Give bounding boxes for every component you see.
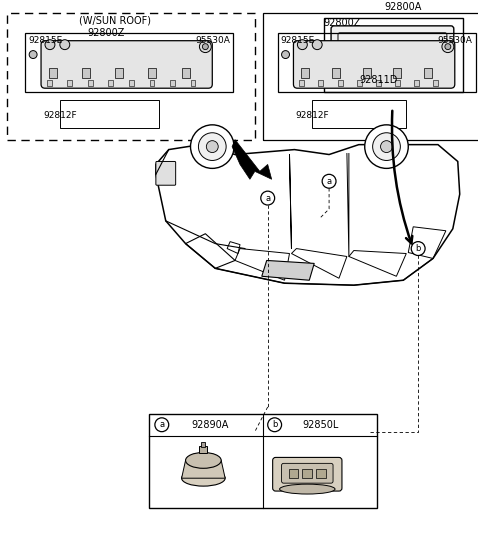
Bar: [129, 81, 134, 86]
Circle shape: [381, 141, 393, 153]
Bar: [337, 81, 343, 86]
Bar: [170, 81, 175, 86]
Bar: [339, 72, 446, 84]
Circle shape: [268, 418, 282, 432]
Circle shape: [340, 46, 348, 54]
Circle shape: [203, 43, 208, 49]
Bar: [199, 446, 207, 453]
FancyBboxPatch shape: [293, 41, 455, 88]
Bar: [181, 68, 190, 78]
Text: 92800Z: 92800Z: [88, 28, 125, 38]
Bar: [316, 469, 326, 478]
FancyBboxPatch shape: [156, 162, 176, 185]
Text: 92812F: 92812F: [43, 112, 77, 120]
Circle shape: [312, 40, 322, 49]
Text: 92811D: 92811D: [360, 75, 398, 85]
Bar: [394, 68, 401, 78]
Text: b: b: [272, 420, 277, 429]
FancyBboxPatch shape: [273, 458, 342, 491]
Text: 92800A: 92800A: [384, 2, 422, 12]
Ellipse shape: [181, 470, 225, 486]
Circle shape: [45, 40, 55, 49]
Bar: [363, 68, 371, 78]
FancyBboxPatch shape: [282, 463, 333, 483]
Bar: [357, 81, 361, 86]
Circle shape: [372, 133, 400, 161]
Bar: [148, 68, 156, 78]
Bar: [263, 13, 480, 140]
Circle shape: [191, 125, 234, 169]
Bar: [332, 68, 340, 78]
Bar: [68, 81, 72, 86]
Text: 92850L: 92850L: [302, 420, 338, 430]
Bar: [115, 68, 123, 78]
Circle shape: [199, 41, 211, 53]
Text: 95530A: 95530A: [195, 36, 230, 45]
Circle shape: [198, 133, 226, 161]
Circle shape: [322, 175, 336, 188]
Bar: [301, 68, 309, 78]
Bar: [49, 68, 57, 78]
Bar: [433, 81, 438, 86]
Bar: [60, 100, 159, 128]
Circle shape: [206, 141, 218, 153]
Ellipse shape: [279, 484, 335, 494]
Polygon shape: [181, 460, 225, 478]
Text: 95530A: 95530A: [438, 36, 473, 45]
Bar: [277, 33, 476, 92]
Text: 92815E: 92815E: [28, 36, 62, 45]
Circle shape: [282, 50, 289, 59]
Bar: [288, 469, 299, 478]
Bar: [149, 414, 377, 508]
Circle shape: [365, 125, 408, 169]
Bar: [108, 81, 113, 86]
Bar: [202, 441, 205, 447]
Text: a: a: [326, 177, 332, 186]
Circle shape: [155, 418, 169, 432]
Bar: [318, 81, 324, 86]
Polygon shape: [262, 260, 314, 280]
Text: b: b: [416, 244, 421, 253]
Bar: [25, 33, 233, 92]
Text: 92815E: 92815E: [281, 36, 315, 45]
Text: a: a: [159, 420, 164, 429]
Circle shape: [445, 43, 451, 49]
Circle shape: [411, 242, 425, 256]
Bar: [376, 81, 381, 86]
Bar: [149, 81, 155, 86]
Text: 92812F: 92812F: [295, 112, 329, 120]
Polygon shape: [232, 140, 272, 179]
Bar: [414, 81, 419, 86]
Bar: [302, 469, 312, 478]
Circle shape: [60, 40, 70, 49]
Bar: [324, 18, 463, 92]
Circle shape: [443, 46, 451, 54]
Bar: [7, 13, 255, 140]
Circle shape: [442, 41, 454, 53]
FancyBboxPatch shape: [331, 26, 454, 74]
FancyBboxPatch shape: [41, 41, 212, 88]
Bar: [424, 68, 432, 78]
Circle shape: [261, 191, 275, 205]
Bar: [47, 81, 52, 86]
Bar: [312, 100, 406, 128]
Text: (W/SUN ROOF): (W/SUN ROOF): [79, 16, 151, 26]
Text: 92890A: 92890A: [192, 420, 229, 430]
Bar: [300, 81, 304, 86]
Bar: [191, 81, 195, 86]
Circle shape: [298, 40, 307, 49]
Text: 92800Z: 92800Z: [323, 18, 360, 28]
Bar: [395, 81, 400, 86]
Bar: [88, 81, 93, 86]
Circle shape: [29, 50, 37, 59]
Circle shape: [440, 42, 454, 56]
Ellipse shape: [186, 453, 221, 468]
Text: a: a: [265, 193, 270, 202]
Bar: [82, 68, 90, 78]
